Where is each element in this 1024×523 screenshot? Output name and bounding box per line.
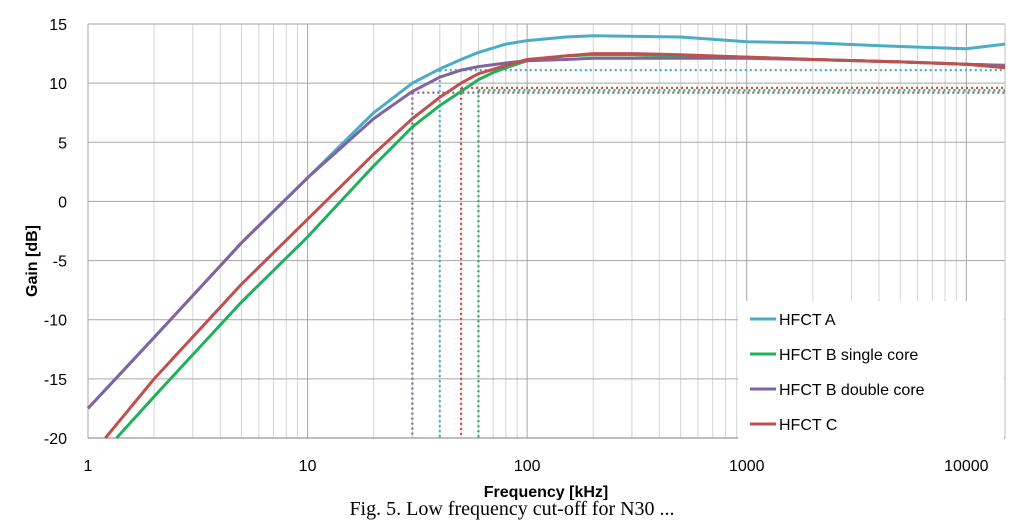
y-tick-label: -20 — [44, 431, 67, 448]
x-tick-label: 10000 — [944, 458, 989, 475]
x-tick-labels: 1 10 100 1000 10000 — [84, 458, 989, 475]
y-tick-label: 15 — [49, 17, 67, 34]
legend: HFCT A HFCT B single core HFCT B double co… — [738, 301, 1004, 441]
y-tick-label: 5 — [58, 135, 67, 152]
y-tick-label: 10 — [49, 76, 67, 93]
figure-caption: Fig. 5. Low frequency cut-off for N30 ..… — [349, 498, 675, 520]
legend-label: HFCT C — [779, 417, 837, 434]
y-tick-labels: 15 10 5 0 -5 -10 -15 -20 — [44, 17, 67, 448]
x-tick-label: 1 — [84, 458, 93, 475]
legend-label: HFCT B double core — [779, 382, 925, 399]
y-tick-label: -15 — [44, 372, 67, 389]
y-axis-label: Gain [dB] — [24, 225, 41, 297]
x-tick-label: 10 — [299, 458, 317, 475]
series-lines — [86, 34, 1006, 440]
legend-box — [738, 301, 1004, 441]
gain-frequency-chart: 15 10 5 0 -5 -10 -15 -20 1 10 100 1000 10000 Gain [… — [24, 17, 1006, 500]
legend-label: HFCT B single core — [779, 347, 918, 364]
x-axis-label: Frequency [kHz] — [484, 484, 608, 500]
series-line-hfct-c — [104, 52, 1006, 439]
y-tick-label: -10 — [44, 313, 67, 330]
x-tick-label: 100 — [514, 458, 541, 475]
y-tick-label: 0 — [58, 194, 67, 211]
legend-label: HFCT A — [779, 312, 836, 329]
y-tick-label: -5 — [53, 254, 67, 271]
x-tick-label: 1000 — [729, 458, 765, 475]
cutoff-markers — [411, 69, 1005, 438]
